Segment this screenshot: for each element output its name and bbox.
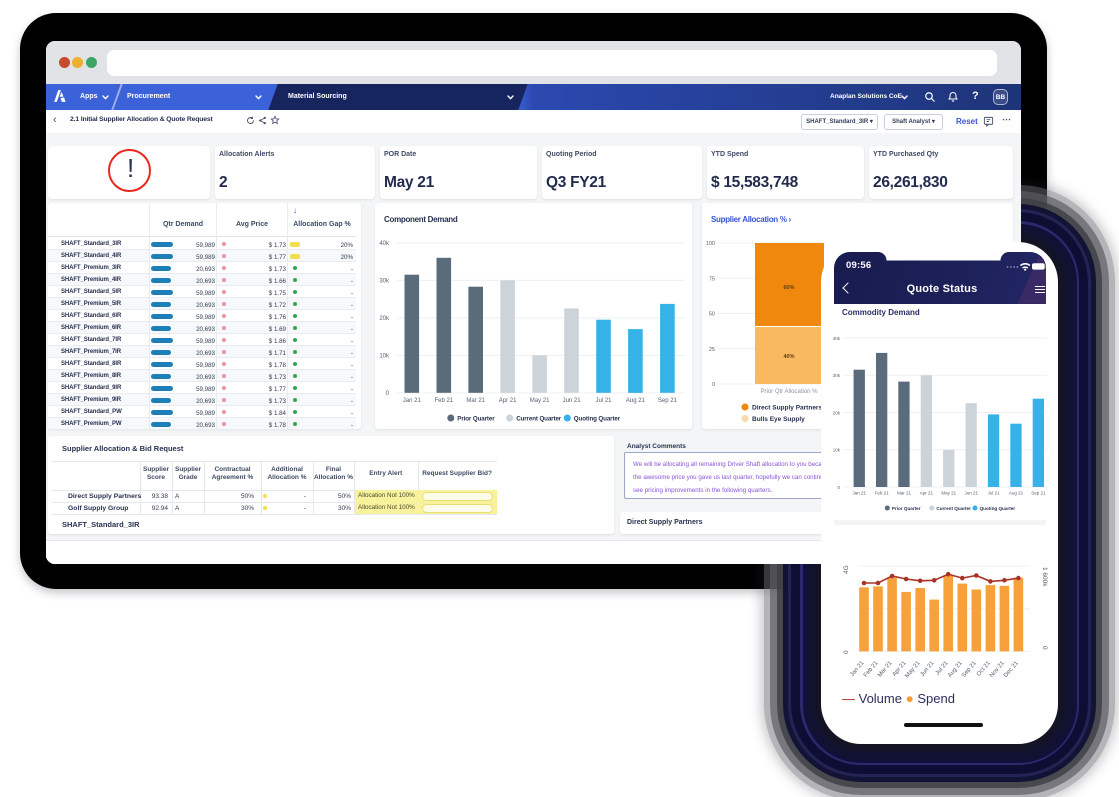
svg-text:Aug 21: Aug 21: [626, 398, 646, 404]
svg-text:Current Quarter: Current Quarter: [516, 415, 562, 422]
svg-text:Current Quarter: Current Quarter: [936, 506, 971, 511]
svg-text:Jul 21: Jul 21: [988, 491, 1001, 496]
svg-text:20k: 20k: [379, 316, 390, 322]
svg-text:Jun 21: Jun 21: [964, 491, 978, 496]
svg-text:Aug 21: Aug 21: [1009, 491, 1024, 496]
svg-text:May 21: May 21: [530, 398, 550, 404]
svg-text:4G: 4G: [843, 565, 850, 574]
svg-text:0: 0: [1041, 646, 1048, 650]
svg-text:Feb 21: Feb 21: [434, 398, 453, 404]
svg-text:30k: 30k: [833, 373, 841, 378]
svg-text:10k: 10k: [833, 448, 841, 453]
svg-text:Dec 21: Dec 21: [1003, 660, 1020, 679]
svg-text:75: 75: [709, 277, 715, 283]
svg-text:20k: 20k: [833, 410, 841, 415]
svg-text:0: 0: [837, 485, 840, 490]
svg-text:0: 0: [712, 382, 715, 388]
svg-text:Jun 21: Jun 21: [920, 660, 937, 678]
svg-text:50: 50: [709, 312, 715, 318]
svg-text:10k: 10k: [379, 354, 390, 360]
svg-text:Quoting Quarter: Quoting Quarter: [574, 415, 621, 422]
svg-text:Sep 21: Sep 21: [1031, 491, 1046, 496]
svg-text:0: 0: [843, 650, 850, 654]
svg-text:25: 25: [709, 347, 715, 353]
svg-text:Jan 21: Jan 21: [403, 398, 422, 404]
svg-text:Jun 21: Jun 21: [563, 398, 582, 404]
svg-text:Prior Qtr Allocation %: Prior Qtr Allocation %: [760, 389, 818, 395]
svg-text:0: 0: [386, 391, 390, 397]
svg-text:30k: 30k: [379, 279, 390, 285]
svg-text:40%: 40%: [783, 354, 794, 360]
svg-text:Bulls Eye Supply: Bulls Eye Supply: [752, 416, 805, 423]
svg-text:40k: 40k: [833, 336, 841, 341]
svg-text:Prior Quarter: Prior Quarter: [892, 506, 921, 511]
svg-text:Jul 21: Jul 21: [595, 398, 612, 404]
svg-text:Mar 21: Mar 21: [466, 398, 485, 404]
svg-text:Sep 21: Sep 21: [658, 398, 678, 404]
svg-text:Direct Supply Partners: Direct Supply Partners: [752, 405, 822, 412]
svg-text:60%: 60%: [783, 285, 794, 291]
svg-text:May 21: May 21: [904, 660, 922, 679]
svg-text:Feb 21: Feb 21: [875, 491, 890, 496]
svg-text:Apr 21: Apr 21: [499, 398, 517, 404]
svg-text:Mar 21: Mar 21: [897, 491, 912, 496]
svg-text:Prior Quarter: Prior Quarter: [457, 415, 495, 422]
svg-text:Apr 21: Apr 21: [920, 491, 934, 496]
svg-text:1 600k: 1 600k: [1041, 567, 1048, 587]
svg-text:May 21: May 21: [941, 491, 956, 496]
svg-text:Sep 21: Sep 21: [961, 660, 978, 679]
svg-text:40k: 40k: [379, 241, 390, 247]
svg-text:Mar 21: Mar 21: [877, 660, 894, 679]
svg-text:Quoting Quarter: Quoting Quarter: [980, 506, 1016, 511]
svg-text:100: 100: [706, 241, 715, 247]
svg-text:Jan 21: Jan 21: [852, 491, 866, 496]
